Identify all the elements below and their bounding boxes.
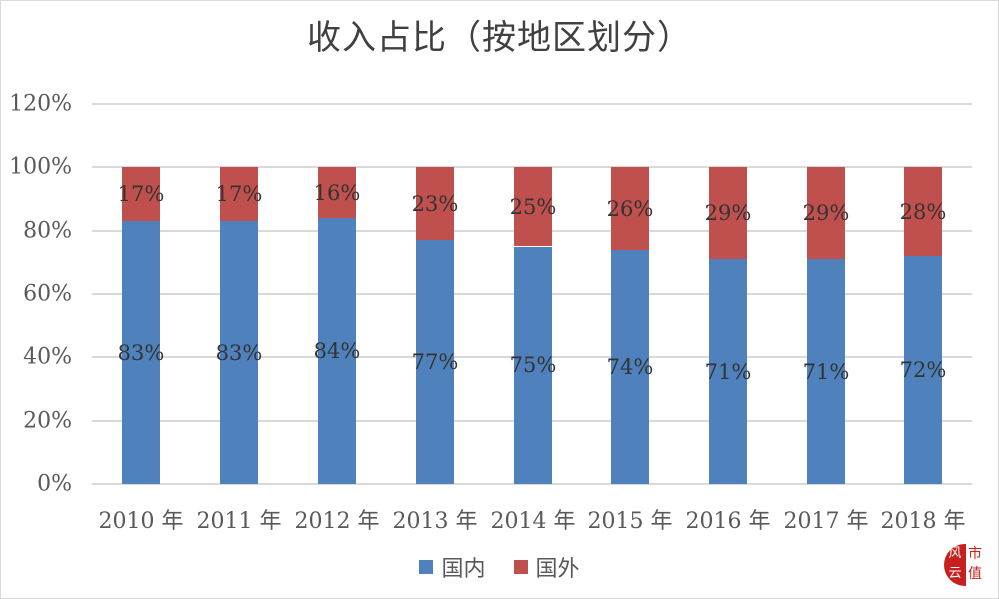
data-label-domestic: 71% xyxy=(802,359,850,384)
bar-segment-domestic xyxy=(807,259,845,484)
legend-label: 国外 xyxy=(535,557,580,582)
bar-segment-foreign xyxy=(611,167,649,250)
data-label-domestic: 71% xyxy=(704,359,752,384)
x-tick-label: 2010 年 xyxy=(98,509,184,534)
bar-segment-foreign xyxy=(318,167,356,218)
y-tick-label: 80% xyxy=(23,218,72,244)
bar-segment-domestic xyxy=(611,249,649,484)
data-label-domestic: 72% xyxy=(899,358,947,382)
bar-segment-foreign xyxy=(807,167,845,260)
y-tick-label: 120% xyxy=(9,91,72,117)
data-label-foreign: 25% xyxy=(509,194,557,219)
bar-segment-foreign xyxy=(709,167,747,260)
x-tick-label: 2011 年 xyxy=(196,509,282,534)
legend-swatch-icon xyxy=(419,560,434,574)
legend-label: 国内 xyxy=(441,557,486,582)
x-tick-label: 2012 年 xyxy=(294,509,380,534)
bar-segment-foreign xyxy=(416,167,454,241)
data-label-foreign: 26% xyxy=(606,196,654,221)
data-label-foreign: 16% xyxy=(313,180,361,205)
legend-swatch-icon xyxy=(513,560,528,574)
bar-segment-domestic xyxy=(318,218,356,484)
logo-mark: 风云 xyxy=(944,544,966,586)
data-label-domestic: 74% xyxy=(606,354,654,379)
bar-segment-foreign xyxy=(122,167,160,222)
legend-item: 国外 xyxy=(513,551,580,583)
x-tick-label: 2014 年 xyxy=(490,509,576,534)
bar-segment-domestic xyxy=(709,259,747,484)
data-label-foreign: 28% xyxy=(899,199,947,224)
data-label-foreign: 17% xyxy=(117,182,165,207)
bar-segment-domestic xyxy=(514,246,552,484)
data-label-domestic: 77% xyxy=(411,350,459,375)
data-label-foreign: 29% xyxy=(802,201,850,226)
data-label-foreign: 17% xyxy=(215,182,263,207)
x-tick-label: 2017 年 xyxy=(783,509,869,534)
data-label-domestic: 83% xyxy=(117,340,165,365)
brand-logo: 风云 市值 xyxy=(944,544,984,586)
legend: 国内 国外 xyxy=(0,551,999,583)
logo-text: 市值 xyxy=(968,546,982,582)
y-tick-label: 20% xyxy=(23,408,72,434)
x-tick-label: 2016 年 xyxy=(685,509,771,534)
bar-segment-domestic xyxy=(122,221,160,484)
bar-segment-foreign xyxy=(904,167,942,256)
y-tick-label: 100% xyxy=(9,154,72,180)
x-tick-label: 2013 年 xyxy=(392,509,478,534)
data-label-foreign: 29% xyxy=(704,201,752,226)
y-tick-label: 60% xyxy=(23,281,72,307)
legend-item: 国内 xyxy=(419,551,486,583)
gridline xyxy=(92,103,972,105)
bar-segment-foreign xyxy=(514,167,552,247)
data-label-domestic: 83% xyxy=(215,340,263,365)
data-label-domestic: 75% xyxy=(509,353,557,378)
bar-segment-domestic xyxy=(220,221,258,484)
y-tick-label: 40% xyxy=(23,344,72,370)
bar-segment-domestic xyxy=(416,240,454,484)
data-label-foreign: 23% xyxy=(411,191,459,216)
chart-title: 收入占比（按地区划分） xyxy=(307,18,692,58)
data-label-domestic: 84% xyxy=(313,339,361,363)
bar-segment-foreign xyxy=(220,167,258,222)
bar-segment-domestic xyxy=(904,256,942,484)
x-tick-label: 2018 年 xyxy=(880,509,966,534)
x-tick-label: 2015 年 xyxy=(587,509,673,534)
gridline xyxy=(92,483,972,485)
y-tick-label: 0% xyxy=(37,471,72,497)
